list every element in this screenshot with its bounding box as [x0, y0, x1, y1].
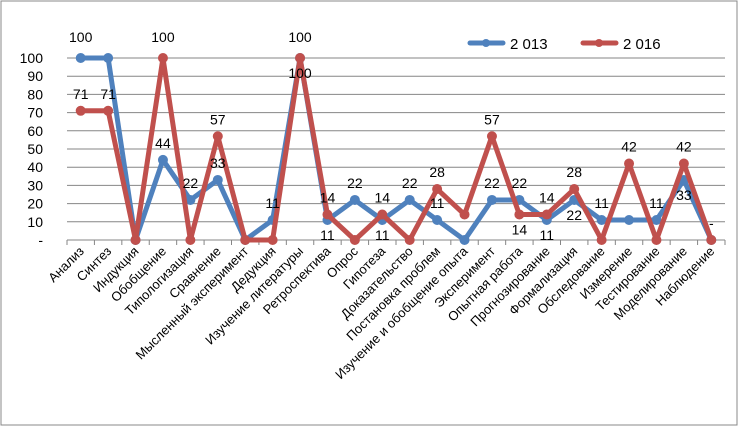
data-point	[75, 53, 86, 63]
data-label: 11	[375, 227, 390, 243]
legend-label: 2 016	[623, 36, 661, 53]
data-label: 22	[484, 175, 500, 191]
data-label: 100	[151, 29, 175, 45]
data-label: -	[709, 215, 714, 231]
y-tick-label: 10	[27, 214, 43, 230]
data-point	[157, 154, 168, 165]
y-tick-label: 100	[20, 50, 44, 66]
data-label: 11	[649, 195, 664, 211]
data-label: 11	[430, 195, 445, 211]
data-point	[651, 235, 662, 245]
data-label: 22	[402, 175, 418, 191]
data-label: 11	[540, 227, 555, 243]
y-tick-label: 50	[27, 141, 43, 157]
data-point	[541, 209, 552, 220]
data-point	[75, 105, 86, 116]
data-point	[651, 214, 662, 225]
data-point	[130, 235, 141, 245]
data-label: 100	[69, 29, 93, 45]
data-point	[459, 235, 470, 245]
data-point	[404, 235, 415, 245]
data-point	[432, 214, 443, 225]
data-point	[377, 209, 388, 220]
data-point	[349, 235, 360, 245]
data-point	[459, 209, 470, 220]
data-label: 71	[73, 86, 89, 102]
legend-marker	[482, 39, 490, 47]
data-point	[596, 235, 607, 245]
data-label: 44	[155, 135, 171, 151]
data-point	[295, 53, 306, 63]
data-label: 22	[347, 175, 363, 191]
y-tick-label: 80	[27, 86, 43, 102]
y-tick-label: 90	[27, 68, 43, 84]
data-label: 100	[288, 65, 312, 81]
data-label: 14	[320, 190, 336, 206]
data-label: 22	[183, 175, 199, 191]
data-point	[349, 194, 360, 205]
data-label: 28	[429, 164, 445, 180]
y-tick-label: 40	[27, 159, 43, 175]
data-point	[185, 194, 196, 205]
series-line-2016	[80, 55, 714, 243]
data-label: 42	[676, 139, 692, 155]
data-point	[103, 53, 114, 63]
data-point	[267, 235, 278, 245]
data-label: 33	[210, 155, 226, 171]
data-point	[486, 131, 497, 142]
data-point	[486, 194, 497, 205]
data-point	[706, 235, 717, 245]
data-point	[596, 214, 607, 225]
y-tick-label: 20	[27, 196, 43, 212]
data-label: 71	[100, 86, 116, 102]
data-label: 14	[375, 190, 391, 206]
data-point	[212, 131, 223, 142]
data-point	[157, 53, 168, 63]
data-point	[185, 235, 196, 245]
data-point	[569, 184, 580, 195]
data-label: 57	[484, 111, 500, 127]
data-label: 11	[265, 195, 280, 211]
data-label: 14	[512, 222, 528, 238]
data-label: 11	[594, 195, 609, 211]
data-label: 22	[566, 207, 582, 223]
data-point	[624, 158, 635, 169]
data-point	[322, 209, 333, 220]
data-point	[404, 194, 415, 205]
data-point	[624, 214, 635, 225]
legend-label: 2 013	[510, 36, 548, 53]
data-label: 22	[512, 175, 528, 191]
legend-marker	[595, 39, 603, 47]
data-point	[240, 235, 251, 245]
data-label: 11	[320, 227, 335, 243]
data-label: 42	[621, 139, 637, 155]
data-point	[212, 174, 223, 185]
y-tick-label: 70	[27, 105, 43, 121]
data-point	[514, 209, 525, 220]
data-label: 100	[288, 29, 312, 45]
y-tick-label: -	[38, 232, 43, 248]
y-tick-label: 30	[27, 177, 43, 193]
y-tick-label: 60	[27, 123, 43, 139]
data-point	[678, 158, 689, 169]
data-label: 33	[676, 187, 692, 203]
data-label: 57	[210, 111, 226, 127]
data-point	[103, 105, 114, 116]
data-point	[432, 184, 443, 195]
data-label: 14	[539, 190, 555, 206]
data-label: 28	[566, 164, 582, 180]
